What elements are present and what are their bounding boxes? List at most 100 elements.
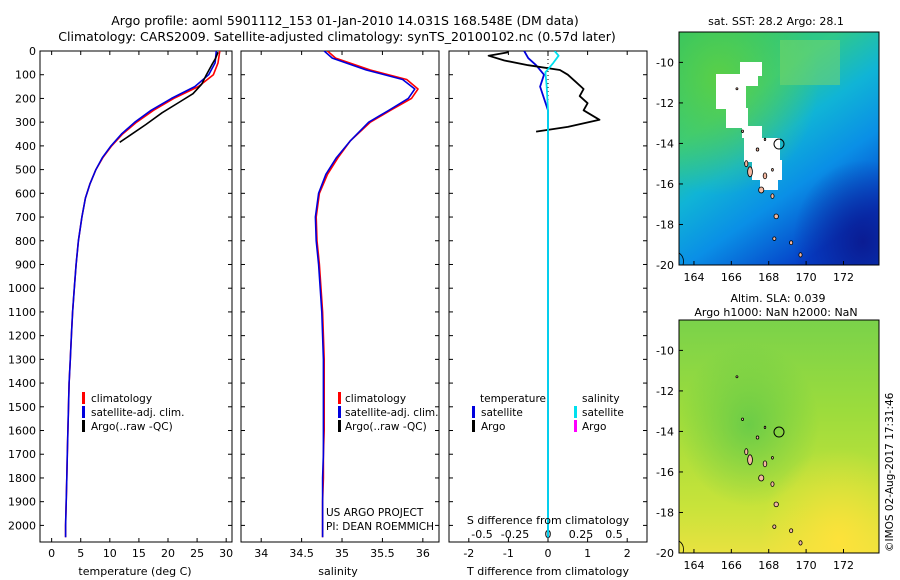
y-tick-label: 1800 [8, 472, 36, 485]
legend-t-satellite-label: satellite [481, 407, 523, 419]
legend-swatch-satellite [82, 406, 85, 418]
difference-legend: temperature salinity satellite Argo sate… [472, 393, 624, 433]
depth-tick-labels: 0 100 200 300 400 500 600 700 800 900 1000 1100 1200… [8, 45, 232, 532]
island [789, 528, 794, 534]
x-tick-label: 30 [219, 547, 233, 560]
island [771, 455, 774, 460]
map-y-tick-label: -12 [656, 97, 674, 110]
map-y-tick-label: -18 [656, 218, 674, 231]
legend-s-satellite-label: satellite [582, 407, 624, 419]
temperature-xlabel: temperature (deg C) [78, 565, 191, 578]
argo-position-marker [773, 138, 785, 150]
x-tick-label-top: 0.5 [605, 528, 623, 541]
map-y-tick-label: -12 [656, 385, 674, 398]
island [770, 481, 775, 487]
x-tick-label: 25 [190, 547, 204, 560]
x-tick-label: 1 [584, 547, 591, 560]
legend-temperature-header: temperature [480, 393, 546, 405]
salinity-panel: 34 34.5 35 35.5 36 salinity climatology sate… [240, 50, 440, 578]
island [758, 474, 765, 482]
y-tick-label: 1900 [8, 496, 36, 509]
pi-credit: PI: DEAN ROEMMICH [326, 521, 434, 533]
sla-map-tick-labels: 164 166 168 170 172 -10 -12 -14 -16 -18 -20 [656, 344, 854, 572]
salinity-legend: climatology satellite-adj. clim. Argo(..… [338, 392, 438, 433]
island [741, 129, 744, 133]
x-tick-label: 20 [161, 547, 175, 560]
x-tick-label: 0 [545, 547, 552, 560]
island [772, 524, 777, 529]
cloud-mask [716, 62, 782, 190]
island [773, 213, 779, 220]
island [747, 166, 753, 178]
map-x-tick-label: 172 [833, 559, 854, 572]
x-tick-label-top: -0.25 [501, 528, 529, 541]
y-tick-label: 300 [15, 116, 36, 129]
y-tick-label: 1300 [8, 353, 36, 366]
salinity-tick-labels: 34 34.5 35 35.5 36 [241, 50, 439, 560]
salinity-xlabel: salinity [318, 565, 358, 578]
x-tick-label: 35.5 [370, 547, 395, 560]
difference-lines [487, 51, 601, 538]
island [770, 193, 775, 199]
y-tick-label: 100 [15, 69, 36, 82]
x-tick-label: 10 [103, 547, 117, 560]
series-line-s-satellite [544, 51, 560, 538]
legend-swatch-t-satellite [472, 406, 475, 418]
island [762, 172, 768, 180]
legend-swatch-climatology [82, 392, 85, 404]
x-tick-label: 15 [132, 547, 146, 560]
island [744, 160, 749, 168]
y-tick-label: 600 [15, 187, 36, 200]
island [755, 147, 760, 152]
legend-swatch-satellite [338, 406, 341, 418]
sla-map-title-line2: Argo h1000: NaN h2000: NaN [694, 306, 857, 319]
figure-title-line2: Climatology: CARS2009. Satellite-adjuste… [58, 29, 615, 44]
project-credit: US ARGO PROJECT [326, 507, 424, 519]
y-tick-label: 200 [15, 92, 36, 105]
y-tick-label: 1100 [8, 306, 36, 319]
map-x-tick-label: 170 [796, 559, 817, 572]
sst-green-patch [780, 40, 840, 85]
vanuatu-islands [679, 87, 803, 265]
temperature-tick-labels: 0 5 10 15 20 25 30 [48, 51, 233, 560]
island [772, 236, 777, 241]
map-x-tick-label: 166 [721, 271, 742, 284]
y-tick-label: 1000 [8, 282, 36, 295]
temperature-legend: climatology satellite-adj. clim. Argo(..… [82, 392, 184, 433]
coastline [679, 540, 684, 553]
legend-s-argo-label: Argo [582, 421, 606, 433]
series-line-t-argo [487, 51, 601, 133]
map-y-tick-label: -14 [656, 425, 674, 438]
series-line-satellite-adj-clim- [64, 51, 218, 538]
map-y-tick-label: -18 [656, 506, 674, 519]
y-tick-label: 500 [15, 164, 36, 177]
legend-swatch-s-satellite [574, 406, 577, 418]
sst-map-tick-labels: 164 166 168 170 172 -10 -12 -14 -16 -18 -20 [656, 56, 854, 284]
island [773, 501, 779, 508]
sla-high-region [679, 320, 879, 553]
temperature-axes-frame [39, 50, 233, 543]
x-tick-label: -2 [463, 547, 474, 560]
s-difference-xlabel: S difference from climatology [467, 514, 630, 527]
sst-map-frame [678, 31, 880, 266]
argo-position-marker [773, 426, 785, 438]
map-y-tick-label: -16 [656, 466, 674, 479]
legend-t-argo-label: Argo [481, 421, 505, 433]
sla-map-frame [678, 319, 880, 554]
map-x-tick-label: 170 [796, 271, 817, 284]
legend-climatology-label: climatology [345, 393, 406, 405]
island [789, 240, 794, 246]
salinity-lines [314, 51, 419, 538]
y-tick-label: 1200 [8, 330, 36, 343]
legend-satellite-label: satellite-adj. clim. [91, 407, 184, 419]
t-difference-tick-labels: -2 -1 0 1 2 [449, 50, 647, 560]
island [798, 540, 803, 546]
x-tick-label: 34.5 [289, 547, 314, 560]
island [741, 417, 744, 421]
map-x-tick-label: 166 [721, 559, 742, 572]
island [771, 167, 774, 172]
y-tick-label: 0 [29, 45, 36, 58]
sst-map-field [679, 32, 879, 265]
y-tick-label: 700 [15, 211, 36, 224]
sla-map-field [679, 320, 879, 553]
